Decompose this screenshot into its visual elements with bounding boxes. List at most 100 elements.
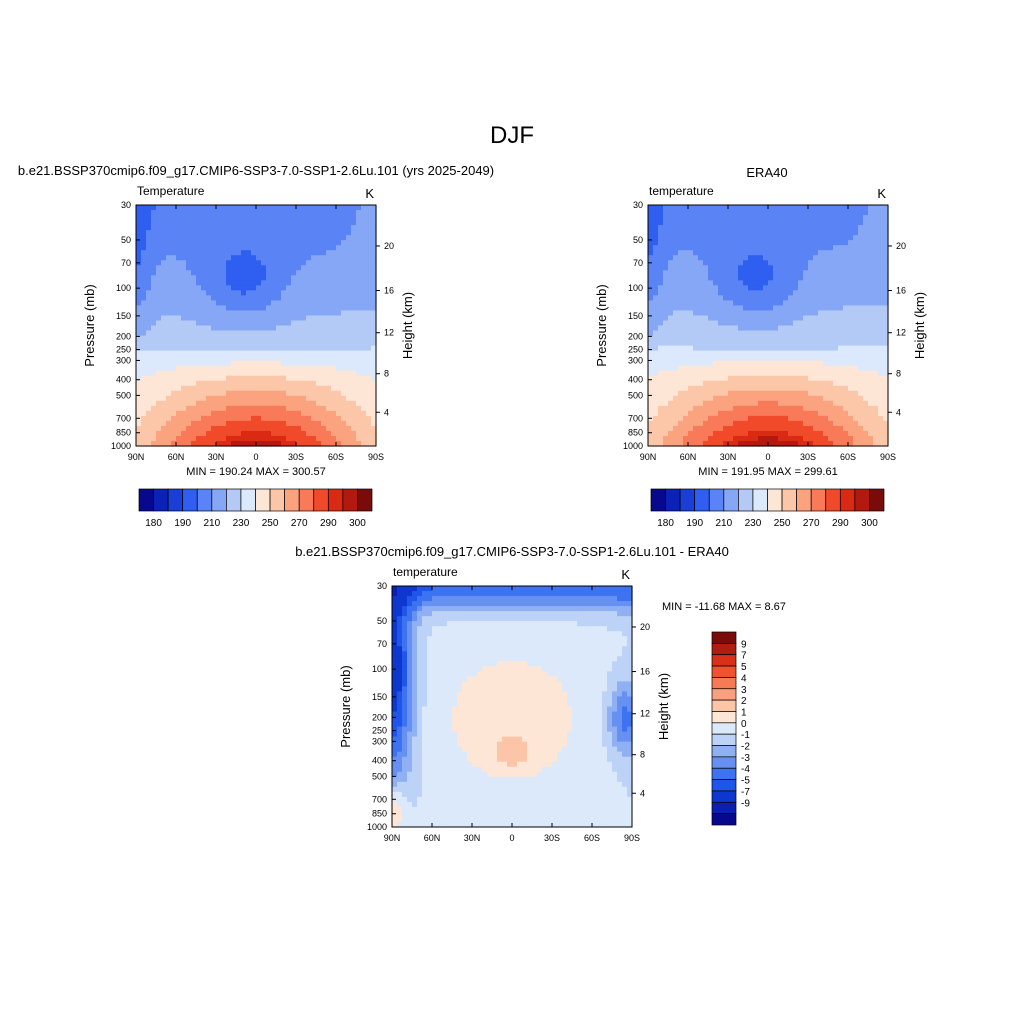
contour-cell xyxy=(181,290,187,296)
contour-cell xyxy=(361,330,367,337)
contour-cell xyxy=(296,300,302,307)
contour-cell xyxy=(768,350,774,357)
contour-cell xyxy=(678,370,684,377)
contour-cell xyxy=(743,275,749,281)
contour-cell xyxy=(748,250,754,256)
contour-cell xyxy=(271,405,277,412)
contour-cell xyxy=(151,275,157,281)
contour-cell xyxy=(356,285,362,291)
contour-cell xyxy=(803,415,809,422)
contour-cell xyxy=(663,285,669,291)
contour-cell xyxy=(316,220,322,226)
contour-cell xyxy=(326,415,332,422)
contour-cell xyxy=(276,305,282,312)
contour-cell xyxy=(868,205,874,211)
contour-cell xyxy=(708,275,714,281)
contour-cell xyxy=(161,310,167,317)
contour-cell xyxy=(141,415,147,422)
contour-cell xyxy=(321,370,327,377)
contour-cell xyxy=(276,355,282,362)
contour-cell xyxy=(407,756,413,763)
contour-cell xyxy=(191,215,197,221)
contour-cell xyxy=(698,260,704,266)
contour-cell xyxy=(341,420,347,427)
contour-cell xyxy=(738,400,744,407)
contour-cell xyxy=(698,360,704,367)
contour-cell xyxy=(241,320,247,327)
contour-cell xyxy=(366,250,372,256)
contour-cell xyxy=(738,285,744,291)
contour-cell xyxy=(211,325,217,332)
contour-cell xyxy=(803,205,809,211)
contour-cell xyxy=(221,335,227,342)
contour-cell xyxy=(753,300,759,307)
contour-cell xyxy=(146,250,152,256)
contour-cell xyxy=(873,360,879,367)
contour-cell xyxy=(698,425,704,432)
contour-cell xyxy=(171,260,177,266)
contour-cell xyxy=(346,375,352,382)
contour-cell xyxy=(718,330,724,337)
contour-cell xyxy=(803,425,809,432)
contour-cell xyxy=(216,440,222,447)
contour-cell xyxy=(196,240,202,246)
contour-cell xyxy=(678,205,684,211)
contour-cell xyxy=(808,345,814,352)
contour-cell xyxy=(346,290,352,296)
contour-cell xyxy=(371,220,377,226)
contour-cell xyxy=(316,440,322,447)
contour-cell xyxy=(356,290,362,296)
contour-cell xyxy=(402,766,408,773)
contour-cell xyxy=(291,435,297,442)
contour-cell xyxy=(723,410,729,417)
contour-cell xyxy=(246,420,252,427)
contour-cell xyxy=(146,215,152,221)
contour-cell xyxy=(833,210,839,216)
contour-cell xyxy=(221,360,227,367)
contour-cell xyxy=(311,245,317,251)
contour-cell xyxy=(708,305,714,312)
contour-cell xyxy=(361,280,367,286)
contour-cell xyxy=(653,325,659,332)
contour-cell xyxy=(261,440,267,447)
contour-cell xyxy=(878,330,884,337)
contour-cell xyxy=(738,390,744,397)
contour-cell xyxy=(753,245,759,251)
contour-cell xyxy=(698,385,704,392)
contour-cell xyxy=(171,240,177,246)
contour-cell xyxy=(648,245,654,251)
contour-cell xyxy=(216,375,222,382)
contour-cell xyxy=(663,385,669,392)
contour-cell xyxy=(788,370,794,377)
contour-cell xyxy=(828,375,834,382)
contour-cell xyxy=(788,355,794,362)
contour-cell xyxy=(693,295,699,301)
contour-cell xyxy=(311,405,317,412)
contour-cell xyxy=(658,290,664,296)
contour-cell xyxy=(708,310,714,317)
contour-cell xyxy=(166,405,172,412)
contour-cell xyxy=(366,215,372,221)
contour-cell xyxy=(397,771,403,778)
contour-cell xyxy=(763,355,769,362)
contour-cell xyxy=(281,210,287,216)
contour-cell xyxy=(216,325,222,332)
contour-cell xyxy=(683,320,689,327)
contour-cell xyxy=(703,325,709,332)
contour-cell xyxy=(883,260,889,266)
contour-cell xyxy=(186,295,192,301)
contour-cell xyxy=(361,405,367,412)
contour-cell xyxy=(718,365,724,372)
contour-cell xyxy=(361,375,367,382)
contour-cell xyxy=(296,255,302,261)
contour-cell xyxy=(251,355,257,362)
contour-cell xyxy=(281,395,287,402)
contour-cell xyxy=(848,280,854,286)
contour-cell xyxy=(326,225,332,231)
contour-cell xyxy=(296,210,302,216)
contour-cell xyxy=(858,395,864,402)
contour-cell xyxy=(648,420,654,427)
contour-cell xyxy=(221,375,227,382)
contour-cell xyxy=(176,365,182,372)
contour-cell xyxy=(848,305,854,312)
